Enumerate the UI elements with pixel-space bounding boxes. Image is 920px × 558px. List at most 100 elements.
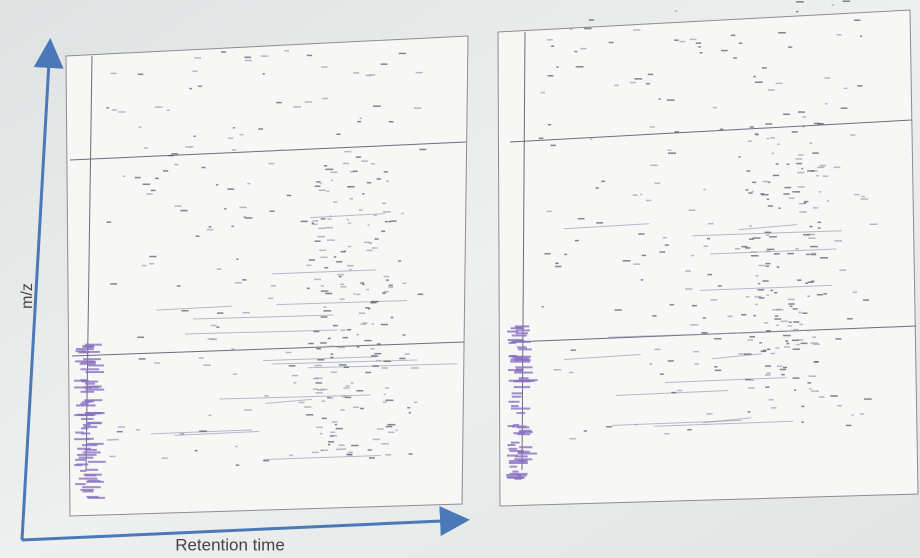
speck [568,371,574,374]
speck [774,291,778,294]
speck [862,299,870,301]
speck [730,34,736,37]
speck [798,311,802,314]
speck [289,454,294,457]
speck [314,377,323,379]
speck [342,336,349,339]
panel-line [521,31,526,471]
speck [268,297,274,300]
speck [518,459,526,462]
speck [819,191,822,193]
speck [791,131,798,133]
speck [787,325,793,327]
speck [508,341,517,344]
speck [694,363,699,365]
speck [574,239,579,242]
speck [710,299,718,301]
speck [371,162,375,165]
speck [321,400,326,402]
speck [346,453,353,456]
speck [860,35,863,38]
speck [817,166,825,169]
speck [383,393,386,396]
speck [765,265,770,268]
speck [358,209,363,211]
speck [371,247,378,249]
speck [811,336,816,338]
speck [766,137,770,140]
speck [242,279,247,281]
speck [358,312,366,314]
speck [633,263,641,265]
speck [201,166,206,169]
speck [285,351,292,354]
speck [799,211,807,213]
speck [768,399,774,401]
speck [85,385,102,388]
speck [352,170,358,173]
speck [347,185,355,188]
speck [508,447,518,450]
left-panel [65,35,469,517]
speck [659,373,664,375]
speck [778,207,781,209]
speck [553,369,562,371]
speck [374,352,382,355]
speck [389,220,392,223]
speck [387,423,396,426]
speck [363,241,371,244]
speck [324,292,333,295]
speck [336,133,341,136]
speck [584,27,592,30]
speck [314,185,321,187]
speck [506,454,518,457]
speck [331,421,338,423]
speck [365,371,371,374]
speck [306,287,310,290]
speck [763,322,769,324]
speck [707,222,714,225]
speck [507,444,516,447]
speck [79,362,96,365]
speck [208,226,212,228]
speck [380,323,389,326]
speck [327,443,331,446]
speck [346,218,349,221]
speck [519,429,532,432]
speck [664,244,669,246]
speck [819,164,827,167]
speck [869,223,878,226]
speck [83,358,102,361]
speck [312,220,319,222]
speck [811,252,816,255]
speck [792,308,798,310]
speck [190,145,194,148]
speck [674,131,680,133]
speck [816,174,820,177]
speck [767,348,771,350]
speck [854,193,860,196]
speck [638,233,645,235]
speck [117,426,125,428]
speck [83,425,98,428]
speck [741,245,748,248]
speck [547,75,554,77]
speck [786,342,790,345]
speck [314,240,321,242]
speck [796,343,801,346]
speck [801,405,805,408]
speck [74,464,83,467]
speck [717,285,722,287]
speck [398,260,402,262]
speck [748,387,755,389]
speck [807,382,812,384]
speck [575,66,584,68]
speck [323,310,332,312]
speck [645,199,652,202]
speck [777,143,780,145]
speck [514,325,530,328]
speck [385,399,394,402]
speck [859,413,865,415]
speck [754,132,758,135]
speck [86,468,99,471]
